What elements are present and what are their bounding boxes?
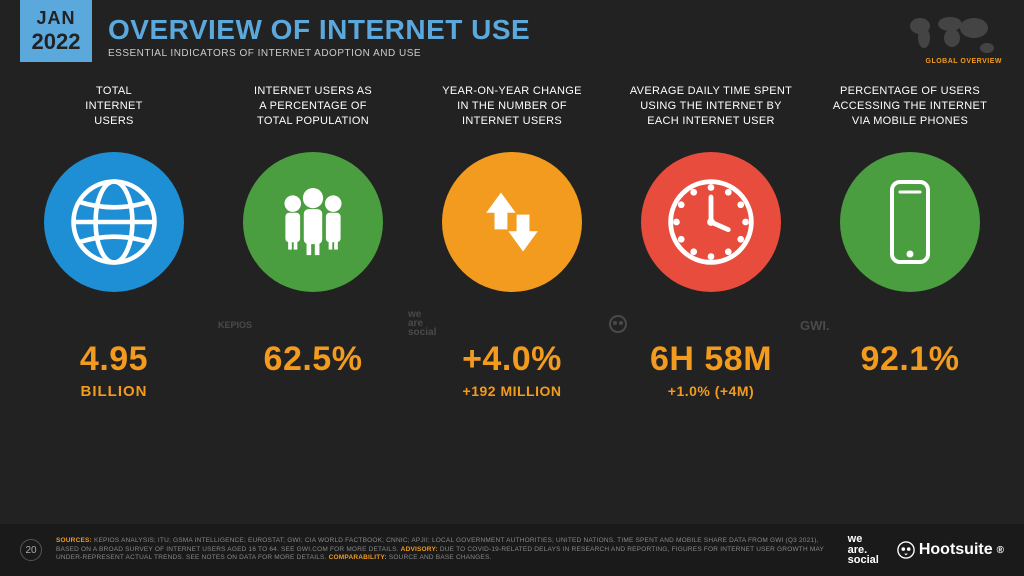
- footer-sources: SOURCES: KEPIOS ANALYSIS; ITU; GSMA INTE…: [56, 537, 828, 563]
- watermark-kepios: KEPIOS: [218, 320, 252, 330]
- advisory-label: ADVISORY:: [401, 546, 438, 553]
- comparability-label: COMPARABILITY:: [329, 554, 387, 561]
- stat-label: AVERAGE DAILY TIME SPENT USING THE INTER…: [630, 84, 792, 146]
- stat-circle: [442, 152, 582, 292]
- stat-label: INTERNET USERS AS A PERCENTAGE OF TOTAL …: [254, 84, 372, 146]
- stat-value: 6H 58M: [650, 340, 772, 379]
- comparability-text: SOURCE AND BASE CHANGES.: [389, 554, 492, 561]
- stat-daily-time: AVERAGE DAILY TIME SPENT USING THE INTER…: [617, 84, 805, 400]
- trademark-icon: ®: [997, 545, 1004, 556]
- stat-circle: [641, 152, 781, 292]
- title-block: OVERVIEW OF INTERNET USE ESSENTIAL INDIC…: [108, 14, 530, 59]
- phone-icon: [870, 172, 950, 272]
- date-year: 2022: [32, 29, 81, 55]
- hootsuite-text: Hootsuite: [919, 541, 993, 559]
- stat-value: +4.0%: [462, 340, 562, 379]
- page-title: OVERVIEW OF INTERNET USE: [108, 14, 530, 46]
- stat-mobile-percentage: PERCENTAGE OF USERS ACCESSING THE INTERN…: [816, 84, 1004, 400]
- page-subtitle: ESSENTIAL INDICATORS OF INTERNET ADOPTIO…: [108, 48, 530, 59]
- page-number: 20: [20, 539, 42, 561]
- stat-circle: [243, 152, 383, 292]
- stat-circle: [840, 152, 980, 292]
- stat-total-users: TOTAL INTERNET USERS 4.95 BILLION: [20, 84, 208, 400]
- globe-icon: [68, 176, 160, 268]
- watermark-gwi: GWI.: [800, 318, 830, 333]
- date-tab: JAN 2022: [20, 0, 92, 62]
- stat-delta: +192 MILLION: [463, 383, 562, 399]
- stats-row: TOTAL INTERNET USERS 4.95 BILLION INTERN…: [20, 84, 1004, 400]
- stat-unit: BILLION: [81, 383, 148, 400]
- watermark-wearesocial: we are social: [408, 310, 436, 337]
- stat-value: 4.95: [80, 340, 148, 379]
- watermark-owl-icon: [608, 314, 628, 334]
- global-overview-label: GLOBAL OVERVIEW: [926, 58, 1002, 65]
- stat-value: 92.1%: [861, 340, 960, 379]
- stat-label: PERCENTAGE OF USERS ACCESSING THE INTERN…: [833, 84, 987, 146]
- stat-value: 62.5%: [264, 340, 363, 379]
- owl-icon: [897, 541, 915, 559]
- wearesocial-logo: we are. social: [848, 534, 879, 565]
- date-month: JAN: [36, 8, 75, 29]
- stat-label: YEAR-ON-YEAR CHANGE IN THE NUMBER OF INT…: [442, 84, 582, 146]
- hootsuite-logo: Hootsuite ®: [897, 541, 1004, 559]
- stat-delta: +1.0% (+4M): [668, 383, 754, 399]
- footer-logos: we are. social Hootsuite ®: [848, 534, 1004, 565]
- stat-circle: [44, 152, 184, 292]
- stat-label: TOTAL INTERNET USERS: [85, 84, 142, 146]
- clock-icon: [663, 174, 759, 270]
- people-icon: [267, 176, 359, 268]
- arrows-icon: [466, 176, 558, 268]
- stat-percentage-population: INTERNET USERS AS A PERCENTAGE OF TOTAL …: [219, 84, 407, 400]
- footer: 20 SOURCES: KEPIOS ANALYSIS; ITU; GSMA I…: [0, 524, 1024, 576]
- stat-yoy-change: YEAR-ON-YEAR CHANGE IN THE NUMBER OF INT…: [418, 84, 606, 400]
- world-map-icon: [902, 12, 1002, 60]
- sources-label: SOURCES:: [56, 537, 92, 544]
